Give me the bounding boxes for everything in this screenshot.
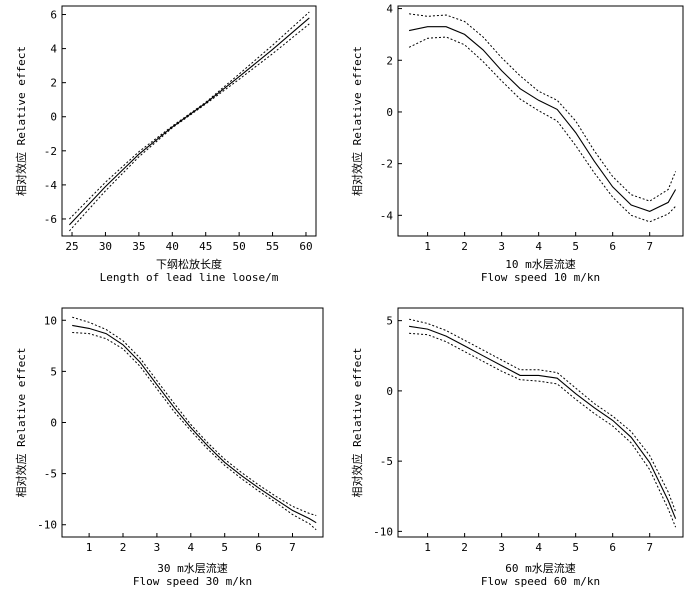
x-tick-label: 50	[233, 240, 246, 253]
x-tick-label: 7	[646, 240, 653, 253]
x-axis-label-en: Length of lead line loose/m	[100, 271, 279, 284]
y-tick-label: 0	[50, 111, 57, 124]
x-axis-label-en: Flow speed 10 m/kn	[481, 271, 600, 284]
lower-confidence-line	[72, 332, 317, 531]
x-tick-label: 7	[289, 541, 296, 554]
lower-confidence-line	[408, 36, 676, 223]
panel-flow-60m: 1 2 3 4 5 6 7 -10 -5 0 5 相对效应 Relative effect 60 m水层…	[350, 307, 684, 588]
x-tick-label: 2	[461, 240, 468, 253]
x-tick-label: 6	[609, 541, 616, 554]
x-axis-label-en: Flow speed 30 m/kn	[133, 575, 252, 588]
x-tick-label: 1	[424, 541, 431, 554]
x-tick-label: 3	[154, 541, 161, 554]
y-tick-label: 0	[386, 106, 393, 119]
plot-frame	[397, 307, 684, 538]
panel-flow-10m: 1 2 3 4 5 6 7 -4 -2 0 2 4 相对效应 Relative effect 10 m水层…	[350, 3, 684, 284]
y-tick-label: 5	[386, 315, 393, 328]
upper-confidence-line	[409, 13, 677, 202]
panel-lead-line: 25 30 35 40 45 50 55 60 -6 -4 -2 0 2 4 6 相对效应 Relative …	[14, 5, 317, 284]
y-tick-label: 4	[386, 3, 393, 16]
x-tick-label: 2	[120, 541, 127, 554]
x-tick-label: 2	[461, 541, 468, 554]
y-axis-label: 相对效应 Relative effect	[14, 348, 28, 498]
y-tick-label: 2	[386, 54, 393, 67]
x-tick-label: 4	[535, 541, 542, 554]
x-tick-label: 5	[221, 541, 228, 554]
x-axis-label-cn: 下纲松放长度	[156, 257, 222, 271]
y-axis-label: 相对效应 Relative effect	[350, 46, 364, 196]
x-axis-label-cn: 30 m水层流速	[157, 561, 228, 575]
x-tick-label: 5	[572, 240, 579, 253]
y-tick-label: 4	[50, 43, 57, 56]
panel-flow-30m: 1 2 3 4 5 6 7 -10 -5 0 5 10 相对效应 Relative effect 30 m…	[14, 307, 324, 588]
y-tick-label: -10	[37, 519, 57, 532]
plot-frame	[61, 307, 324, 538]
y-tick-label: 6	[50, 9, 57, 22]
x-tick-label: 30	[99, 240, 112, 253]
lower-confidence-line	[69, 23, 310, 232]
upper-confidence-line	[72, 316, 317, 516]
y-tick-label: -2	[44, 145, 57, 158]
y-tick-label: -5	[380, 455, 393, 468]
x-tick-label: 1	[86, 541, 93, 554]
plot-frame	[61, 5, 317, 237]
x-tick-label: 40	[166, 240, 179, 253]
x-tick-label: 3	[498, 541, 505, 554]
x-tick-label: 5	[572, 541, 579, 554]
y-tick-label: 2	[50, 77, 57, 90]
y-tick-label: -10	[373, 525, 393, 538]
x-tick-label: 6	[255, 541, 262, 554]
x-tick-label: 3	[498, 240, 505, 253]
x-tick-label: 7	[646, 541, 653, 554]
y-axis-label: 相对效应 Relative effect	[14, 46, 28, 196]
plot-frame	[397, 5, 684, 237]
x-tick-label: 55	[266, 240, 279, 253]
fitted-effect-line	[409, 325, 677, 519]
upper-confidence-line	[408, 318, 677, 512]
y-tick-label: -2	[380, 158, 393, 171]
x-tick-label: 4	[187, 541, 194, 554]
x-tick-label: 6	[609, 240, 616, 253]
y-tick-label: -4	[380, 209, 394, 222]
x-tick-label: 4	[535, 240, 542, 253]
y-tick-label: 10	[44, 314, 57, 327]
y-tick-label: -4	[44, 179, 58, 192]
x-tick-label: 1	[424, 240, 431, 253]
y-tick-label: 0	[386, 385, 393, 398]
fitted-effect-line	[408, 26, 677, 212]
upper-confidence-line	[69, 11, 310, 220]
x-tick-label: 45	[199, 240, 212, 253]
y-tick-label: 0	[50, 417, 57, 430]
x-tick-label: 35	[132, 240, 145, 253]
x-axis-label-cn: 10 m水层流速	[505, 257, 576, 271]
x-tick-label: 25	[65, 240, 78, 253]
x-axis-label-en: Flow speed 60 m/kn	[481, 575, 600, 588]
y-axis-label: 相对效应 Relative effect	[350, 348, 364, 498]
y-tick-label: -5	[44, 468, 57, 481]
lower-confidence-line	[409, 332, 677, 528]
x-axis-label-cn: 60 m水层流速	[505, 561, 576, 575]
y-tick-label: 5	[50, 365, 57, 378]
y-tick-label: -6	[44, 213, 57, 226]
x-tick-label: 60	[299, 240, 312, 253]
fitted-effect-line	[72, 324, 317, 524]
fitted-effect-line	[68, 17, 310, 226]
